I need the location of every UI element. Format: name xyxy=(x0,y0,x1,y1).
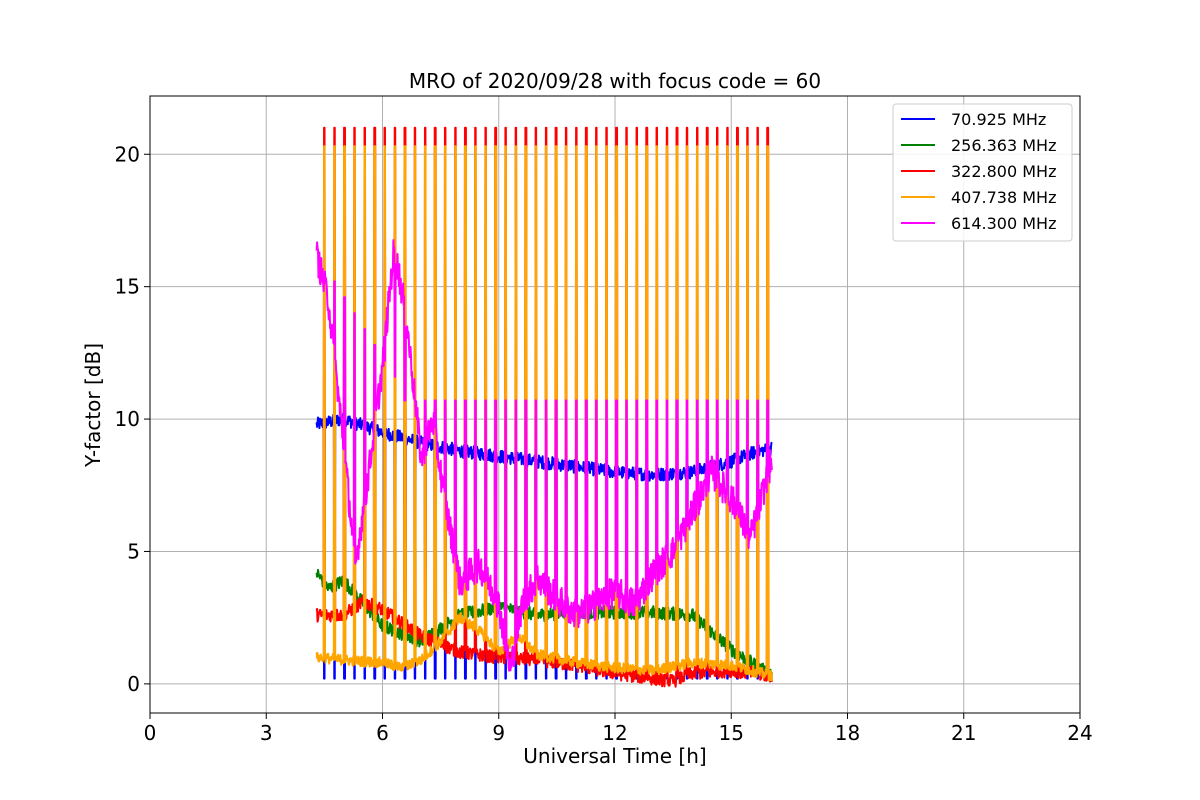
series-line-3 xyxy=(315,145,773,682)
y-tick-label: 5 xyxy=(127,539,140,563)
x-tick-label: 6 xyxy=(376,721,389,745)
axis-ticks: 0 3 6 9 12 15 18 21 24 0 5 10 15 20 xyxy=(115,142,1093,745)
x-tick-label: 12 xyxy=(602,721,627,745)
x-tick-label: 15 xyxy=(719,721,744,745)
series-layer xyxy=(315,126,773,688)
y-tick-label: 10 xyxy=(115,407,140,431)
legend-label: 614.300 MHz xyxy=(951,214,1056,233)
y-tick-label: 15 xyxy=(115,275,140,299)
series-line-4 xyxy=(315,239,773,672)
x-tick-label: 24 xyxy=(1067,721,1092,745)
x-axis-label: Universal Time [h] xyxy=(523,744,706,768)
legend-box xyxy=(892,103,1073,242)
y-tick-label: 0 xyxy=(127,672,140,696)
legend-label: 322.800 MHz xyxy=(951,162,1056,181)
x-tick-label: 21 xyxy=(951,721,976,745)
y-tick-label: 20 xyxy=(115,142,140,166)
legend-label: 256.363 MHz xyxy=(951,136,1056,155)
x-tick-label: 9 xyxy=(492,721,505,745)
legend: 70.925 MHz 256.363 MHz 322.800 MHz 407.738 … xyxy=(892,103,1073,242)
chart-title: MRO of 2020/09/28 with focus code = 60 xyxy=(409,69,821,93)
x-tick-label: 0 xyxy=(144,721,157,745)
legend-label: 407.738 MHz xyxy=(951,188,1056,207)
x-tick-label: 18 xyxy=(835,721,860,745)
legend-label: 70.925 MHz xyxy=(951,110,1046,129)
y-axis-label: Y-factor [dB] xyxy=(81,343,105,468)
series-line-2 xyxy=(315,126,773,688)
x-tick-label: 3 xyxy=(260,721,273,745)
